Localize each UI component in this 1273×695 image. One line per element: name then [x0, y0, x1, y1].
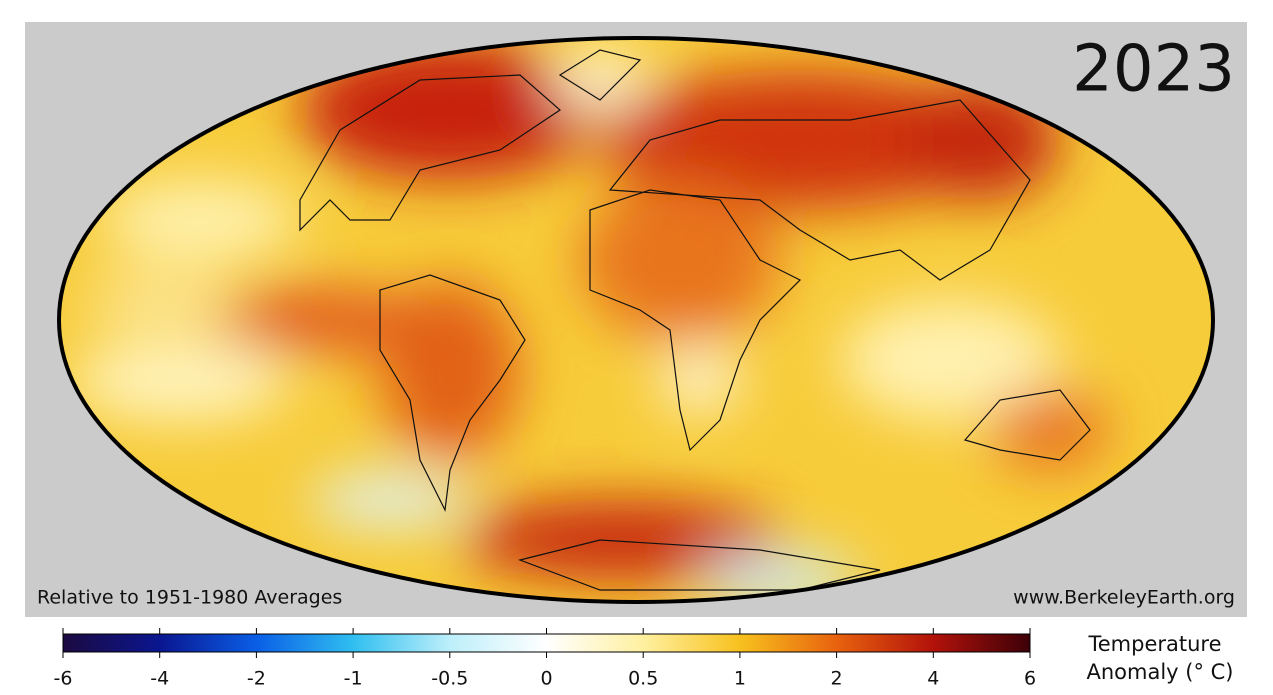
colorbar-tick-label: -4 [150, 668, 169, 690]
colorbar-tick-label: -0.5 [431, 668, 468, 690]
year-label: 2023 [1072, 33, 1235, 107]
colorbar-tick-label: 6 [1024, 668, 1036, 690]
globe-outline [57, 36, 1215, 604]
colorbar-title: Temperature [1087, 632, 1221, 656]
colorbar-title: Anomaly (° C) [1086, 660, 1233, 684]
colorbar-tick-label: -6 [54, 668, 73, 690]
coastlines [299, 49, 1091, 591]
colorbar-tick-label: 2 [831, 668, 843, 690]
colorbar-tick-label: -2 [247, 668, 266, 690]
colorbar-tick-label: 0.5 [628, 668, 658, 690]
baseline-note: Relative to 1951-1980 Averages [37, 587, 342, 609]
colorbar-tick-label: 0 [540, 668, 552, 690]
colorbar-tick-label: -1 [344, 668, 363, 690]
colorbar-tick-label: 4 [927, 668, 939, 690]
source-label: www.BerkeleyEarth.org [1013, 587, 1235, 609]
colorbar-tick-label: 1 [734, 668, 746, 690]
colorbar [62, 633, 1031, 653]
anomaly-field [59, 38, 1213, 602]
